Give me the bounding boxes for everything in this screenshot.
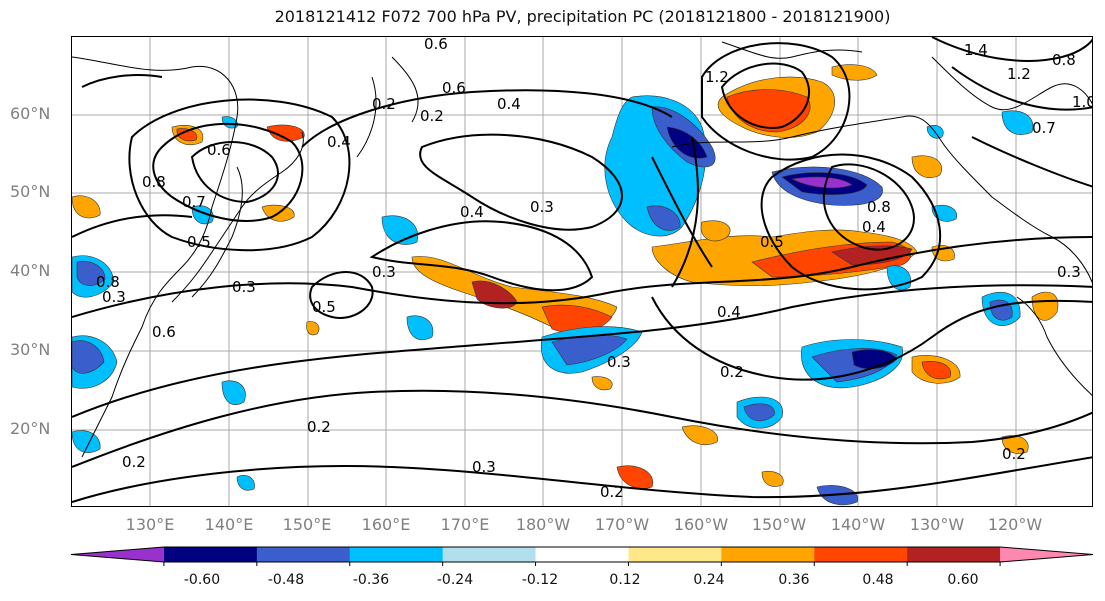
contour-label: 0.3	[607, 353, 631, 371]
colorbar-tick-label: 0.60	[947, 572, 979, 588]
contour-label: 1.2	[1007, 65, 1031, 83]
contour-label: 0.5	[760, 233, 784, 251]
lon-label-170w: 170°W	[594, 515, 650, 534]
lon-label-150e: 150°E	[282, 515, 332, 534]
contour-label: 0.8	[142, 173, 166, 191]
colorbar-tick-label: -0.48	[267, 572, 305, 588]
colorbar-tick-label: 0.24	[693, 572, 725, 588]
map-panel: 0.6 0.6 0.2 0.4 0.2 1.2 1.4 1.2 0.8 1.0 …	[71, 36, 1093, 507]
contour-label: 0.2	[1002, 445, 1026, 463]
precip-negative-shading	[72, 95, 1034, 506]
contour-label: 0.7	[1032, 119, 1056, 137]
lon-label-160e: 160°E	[361, 515, 411, 534]
map-canvas: 0.6 0.6 0.2 0.4 0.2 1.2 1.4 1.2 0.8 1.0 …	[72, 37, 1093, 506]
contour-label-group: 0.6 0.6 0.2 0.4 0.2 1.2 1.4 1.2 0.8 1.0 …	[96, 37, 1093, 501]
colorbar-ticks	[163, 562, 1001, 566]
contour-label: 0.6	[424, 37, 448, 53]
colorbar-segment	[163, 547, 258, 562]
colorbar-tick-label: 0.36	[778, 572, 810, 588]
contour-label: 1.2	[705, 68, 729, 86]
plot-title: 2018121412 F072 700 hPa PV, precipitatio…	[274, 7, 891, 26]
contour-label: 0.6	[207, 141, 231, 159]
contour-label: 0.2	[307, 418, 331, 436]
lat-label-60n: 60°N	[10, 104, 51, 123]
colorbar-segment	[814, 547, 908, 562]
contour-label: 0.2	[420, 107, 444, 125]
colorbar-tick-label: -0.36	[352, 572, 390, 588]
colorbar-tick-label: -0.12	[521, 572, 559, 588]
lon-label-130w: 130°W	[909, 515, 965, 534]
lat-label-50n: 50°N	[10, 182, 51, 201]
contour-label: 1.4	[964, 41, 988, 59]
lon-label-150w: 150°W	[751, 515, 807, 534]
contour-label: 0.3	[372, 263, 396, 281]
contour-label: 0.7	[182, 193, 206, 211]
colorbar-extend-max	[1000, 547, 1093, 562]
contour-label: 0.4	[327, 133, 351, 151]
contour-label: 0.4	[497, 95, 521, 113]
colorbar-tick-label: 0.12	[609, 572, 641, 588]
pv-contours	[72, 37, 1092, 503]
colorbar-segment	[349, 547, 444, 562]
colorbar	[70, 546, 1094, 566]
lon-label-140w: 140°W	[830, 515, 886, 534]
colorbar-tick-label: 0.48	[862, 572, 894, 588]
colorbar-extend-min	[71, 547, 164, 562]
contour-label: 0.3	[530, 198, 554, 216]
contour-label: 0.3	[472, 458, 496, 476]
colorbar-segment	[907, 547, 1001, 562]
contour-label: 0.3	[1057, 263, 1081, 281]
contour-label: 0.3	[232, 278, 256, 296]
contour-label: 0.4	[460, 203, 484, 221]
contour-label: 0.2	[600, 483, 624, 501]
contour-label: 0.4	[717, 303, 741, 321]
contour-label: 0.3	[102, 288, 126, 306]
lon-label-140e: 140°E	[204, 515, 254, 534]
contour-label: 0.2	[122, 453, 146, 471]
colorbar-tick-label: -0.24	[436, 572, 474, 588]
contour-label: 0.6	[152, 323, 176, 341]
contour-label: 0.2	[720, 363, 744, 381]
contour-label: 1.0	[1072, 93, 1093, 111]
lon-label-120w: 120°W	[987, 515, 1043, 534]
lat-label-40n: 40°N	[10, 261, 51, 280]
colorbar-segment	[256, 547, 351, 562]
contour-label: 0.6	[442, 79, 466, 97]
colorbar-segment	[442, 547, 537, 562]
colorbar-segments	[70, 546, 1094, 563]
contour-label: 0.2	[372, 95, 396, 113]
lat-label-20n: 20°N	[10, 419, 51, 438]
contour-label: 0.8	[96, 273, 120, 291]
colorbar-tick-label: -0.60	[183, 572, 221, 588]
contour-label: 0.5	[187, 233, 211, 251]
contour-label: 0.5	[312, 298, 336, 316]
contour-label: 0.8	[1052, 51, 1076, 69]
colorbar-segment	[628, 547, 722, 562]
lon-label-180w: 180°W	[515, 515, 571, 534]
lon-label-170e: 170°E	[440, 515, 490, 534]
graticule	[72, 37, 1092, 506]
colorbar-segment	[535, 547, 629, 562]
contour-label: 0.4	[862, 218, 886, 236]
colorbar-segment	[721, 547, 815, 562]
contour-label: 0.8	[867, 198, 891, 216]
lat-label-30n: 30°N	[10, 340, 51, 359]
lon-label-130e: 130°E	[125, 515, 175, 534]
lon-label-160w: 160°W	[673, 515, 729, 534]
